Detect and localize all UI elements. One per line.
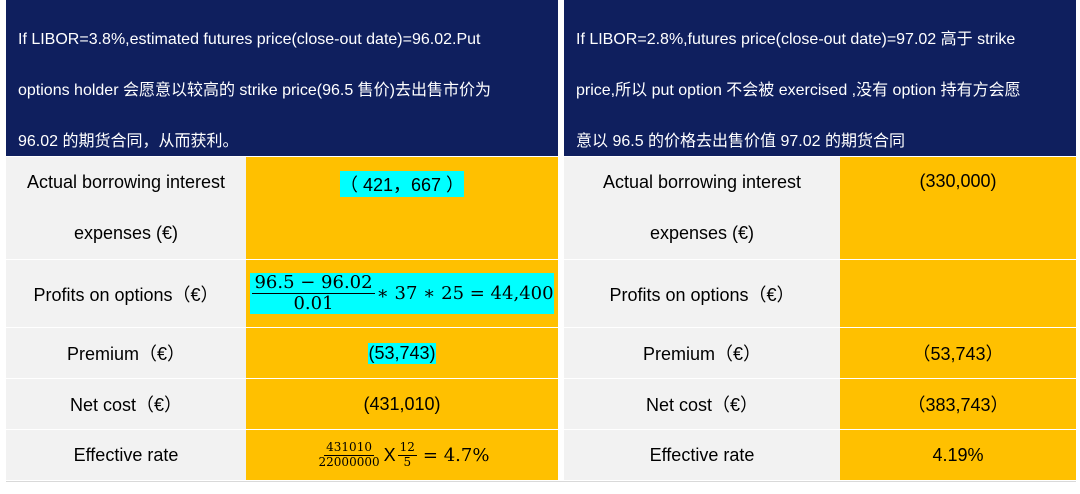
effective-rate-label: Effective rate — [6, 430, 246, 480]
premium-row: Premium（€） (53,743) — [6, 327, 558, 378]
net-cost-row: Net cost（€） （383,743） — [564, 378, 1076, 429]
options-label: Profits on options（€） — [6, 260, 246, 327]
options-tail: ∗ 37 ∗ 25 = 44,400 — [376, 283, 554, 304]
header-line: 96.02 的期货合同，从而获利。 — [18, 133, 239, 150]
premium-value: （53,743） — [840, 328, 1076, 378]
net-cost-value: （383,743） — [840, 379, 1076, 429]
premium-label: Premium（€） — [564, 328, 840, 378]
options-numerator: 96.5 − 96.02 — [252, 272, 375, 294]
effective-rate-row: Effective rate 4.19% — [564, 429, 1076, 480]
bottom-divider — [6, 481, 1076, 482]
borrowing-label: Actual borrowing interest expenses (€) — [6, 157, 246, 259]
borrowing-label: Actual borrowing interest expenses (€) — [564, 157, 840, 259]
effective-rate-row: Effective rate 431010 22000000 X 12 5 = … — [6, 429, 558, 480]
right-scenario-panel: If LIBOR=2.8%,futures price(close-out da… — [564, 0, 1076, 480]
premium-value-text: (53,743) — [368, 342, 436, 364]
effective-rate-formula: 431010 22000000 X 12 5 = 4.7% — [318, 440, 490, 469]
header-line: If LIBOR=3.8%,estimated futures price(cl… — [18, 31, 481, 48]
premium-label: Premium（€） — [6, 328, 246, 378]
effective-rate-value: 431010 22000000 X 12 5 = 4.7% — [246, 430, 558, 480]
left-scenario-header: If LIBOR=3.8%,estimated futures price(cl… — [6, 0, 558, 156]
borrowing-value: （ 421，667 ） — [246, 157, 558, 259]
header-line: price,所以 put option 不会被 exercised ,没有 op… — [576, 82, 1021, 99]
options-formula: 96.5 − 96.02 0.01 ∗ 37 ∗ 25 = 44,400 — [250, 272, 554, 314]
header-line: options holder 会愿意以较高的 strike price(96.5… — [18, 82, 492, 99]
borrowing-value-text: （ 421，667 ） — [339, 171, 465, 197]
premium-row: Premium（€） （53,743） — [564, 327, 1076, 378]
effective-rate-label: Effective rate — [564, 430, 840, 480]
options-denominator: 0.01 — [293, 293, 334, 314]
effective-rate-value: 4.19% — [840, 430, 1076, 480]
right-scenario-header: If LIBOR=2.8%,futures price(close-out da… — [564, 0, 1076, 156]
options-value — [840, 260, 1076, 327]
borrowing-value: (330,000) — [840, 157, 1076, 259]
options-value: 96.5 − 96.02 0.01 ∗ 37 ∗ 25 = 44,400 — [246, 260, 558, 327]
net-cost-value: (431,010) — [246, 379, 558, 429]
net-cost-row: Net cost（€） (431,010) — [6, 378, 558, 429]
net-cost-label: Net cost（€） — [564, 379, 840, 429]
options-row: Profits on options（€） — [564, 259, 1076, 327]
left-scenario-panel: If LIBOR=3.8%,estimated futures price(cl… — [6, 0, 558, 480]
options-label: Profits on options（€） — [564, 260, 840, 327]
header-line: If LIBOR=2.8%,futures price(close-out da… — [576, 31, 1016, 48]
net-cost-label: Net cost（€） — [6, 379, 246, 429]
borrowing-row: Actual borrowing interest expenses (€) (… — [564, 156, 1076, 259]
borrowing-row: Actual borrowing interest expenses (€) （… — [6, 156, 558, 259]
header-line: 意以 96.5 的价格去出售价值 97.02 的期货合同 — [576, 133, 905, 150]
options-row: Profits on options（€） 96.5 − 96.02 0.01 … — [6, 259, 558, 327]
premium-value: (53,743) — [246, 328, 558, 378]
